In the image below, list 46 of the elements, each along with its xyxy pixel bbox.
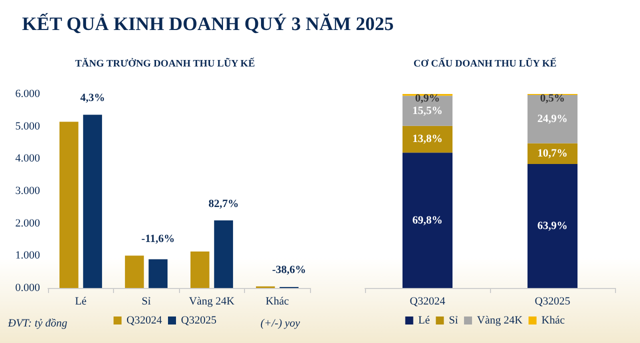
legend-label: Q32024	[126, 314, 162, 326]
data-label: 0,9%	[415, 92, 440, 104]
bar	[402, 126, 452, 153]
bar	[83, 114, 102, 288]
y-tick-label: 1.000	[15, 250, 40, 262]
chart-title: KẾT QUẢ KINH DOANH QUÝ 3 NĂM 2025	[22, 14, 394, 36]
annotation: 82,7%	[208, 198, 239, 210]
annotation: -11,6%	[141, 233, 175, 246]
x-tick-label: Lé	[74, 296, 87, 308]
x-tick-label: Vàng 24K	[188, 296, 235, 308]
data-label: 15,5%	[412, 104, 443, 117]
x-tick-label: Q32025	[534, 296, 571, 308]
data-label: 69,8%	[412, 214, 443, 226]
x-tick-label: Sỉ	[142, 296, 151, 308]
y-tick-label: 0.000	[15, 282, 40, 294]
data-label: 0,5%	[540, 92, 565, 104]
data-label: 10,7%	[537, 148, 568, 160]
bar	[190, 251, 210, 288]
y-tick-label: 2.000	[15, 217, 40, 230]
data-label: 63,9%	[537, 220, 568, 232]
bar	[59, 122, 78, 288]
y-tick-label: 4.000	[15, 152, 40, 165]
x-tick-label: Khác	[266, 296, 289, 308]
bar	[214, 220, 234, 288]
legend-label: Lé	[418, 314, 430, 326]
y-tick-label: 3.000	[15, 185, 40, 197]
legend-label: Khác	[542, 314, 565, 326]
data-label: 13,8%	[412, 133, 443, 146]
annotation: -38,6%	[272, 264, 306, 276]
bar	[148, 259, 168, 288]
bar	[528, 94, 578, 144]
text: ĐVT: tỷ đồng	[7, 318, 68, 330]
annotation: 4,3%	[80, 92, 105, 104]
legend-label: Sỉ	[448, 314, 458, 326]
y-tick-label: 6.000	[15, 88, 40, 100]
bar	[402, 152, 452, 288]
chart-subtitle: TĂNG TRƯỞNG DOANH THU LŨY KẾ	[75, 58, 256, 70]
bar	[124, 256, 144, 288]
data-label: 24,9%	[537, 113, 568, 126]
legend-label: Q32025	[181, 314, 217, 326]
chart-subtitle: CƠ CẤU DOANH THU LŨY KẾ	[413, 58, 557, 70]
text: (+/-) yoy	[260, 318, 300, 330]
bar	[528, 164, 578, 288]
legend-label: Vàng 24K	[477, 314, 523, 326]
x-tick-label: Q32024	[410, 296, 446, 308]
y-tick-label: 5.000	[15, 120, 40, 132]
